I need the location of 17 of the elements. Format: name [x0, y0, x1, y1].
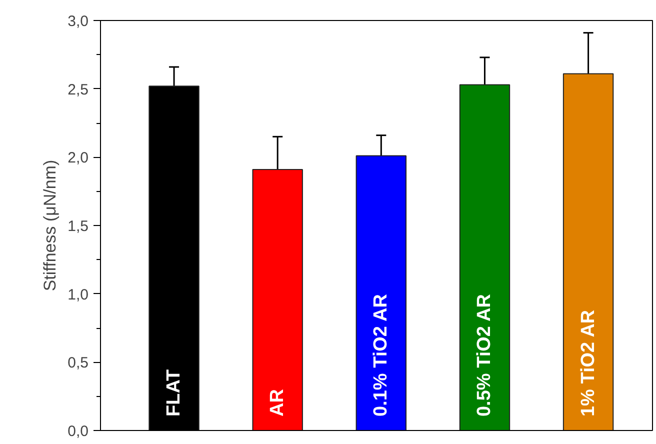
y-tick-label: 1,5	[68, 218, 89, 235]
x-tick-label: 1% TiO2 AR	[578, 310, 599, 416]
y-tick-label: 0,5	[68, 354, 89, 372]
y-tick-label: 0,0	[68, 423, 89, 440]
bar	[356, 155, 407, 430]
x-tick-label: 0.1% TiO2 AR	[370, 294, 392, 416]
y-tick-label: 1,0	[68, 286, 89, 304]
x-tick-label: AR	[267, 388, 288, 416]
x-tick-label: FLAT	[164, 368, 185, 416]
y-axis-title: Stiffness (μN/nm)	[40, 160, 60, 292]
y-tick-label: 2,0	[68, 150, 89, 167]
y-tick-label: 2,5	[68, 81, 89, 98]
bar	[459, 84, 510, 430]
x-tick-label: 0.5% TiO2 AR	[474, 294, 496, 416]
bar	[562, 73, 614, 430]
bar	[252, 168, 303, 430]
y-tick-label: 3,0	[68, 13, 89, 30]
